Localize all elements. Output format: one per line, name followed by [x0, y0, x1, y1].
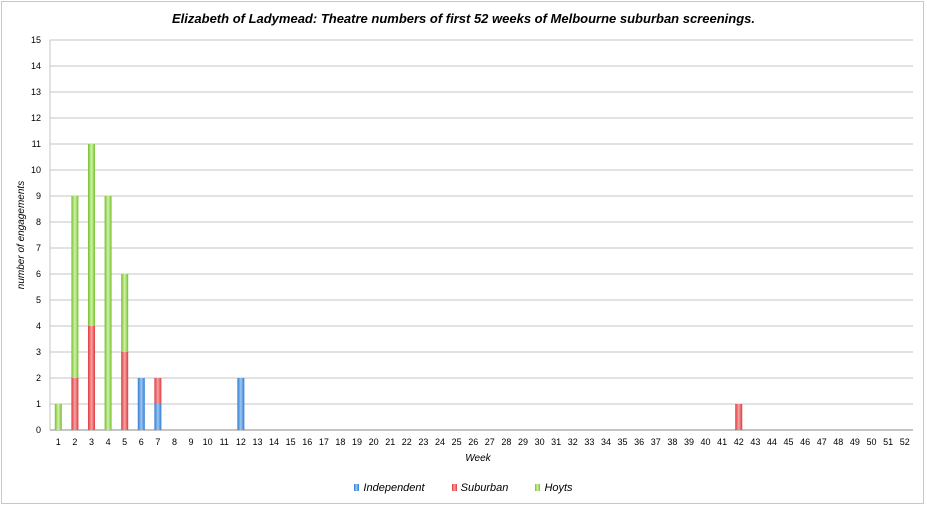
- x-tick-label: 38: [667, 437, 677, 447]
- x-tick-label: 31: [551, 437, 561, 447]
- x-tick-label: 25: [452, 437, 462, 447]
- y-tick-label: 5: [36, 295, 41, 305]
- x-tick-label: 27: [485, 437, 495, 447]
- x-tick-label: 40: [701, 437, 711, 447]
- x-tick-label: 44: [767, 437, 777, 447]
- x-tick-label: 6: [139, 437, 144, 447]
- legend-swatch-hoyts: [535, 484, 541, 491]
- y-tick-label: 6: [36, 269, 41, 279]
- x-tick-label: 13: [252, 437, 262, 447]
- x-tick-label: 52: [900, 437, 910, 447]
- y-tick-label: 14: [31, 61, 41, 71]
- y-tick-label: 4: [36, 321, 41, 331]
- x-tick-label: 15: [286, 437, 296, 447]
- bar-suburban-week-3: [87, 326, 95, 430]
- bar-suburban-week-5: [121, 352, 129, 430]
- legend-item-hoyts: Hoyts: [535, 482, 573, 494]
- bar-hoyts-week-5: [121, 274, 129, 352]
- bar-hoyts-week-2: [71, 196, 79, 378]
- bar-suburban-week-7: [154, 378, 162, 404]
- x-tick-label: 29: [518, 437, 528, 447]
- x-tick-label: 49: [850, 437, 860, 447]
- x-tick-label: 2: [72, 437, 77, 447]
- x-tick-label: 34: [601, 437, 611, 447]
- x-tick-label: 14: [269, 437, 279, 447]
- chart-title: Elizabeth of Ladymead: Theatre numbers o…: [172, 11, 755, 26]
- y-tick-label: 7: [36, 243, 41, 253]
- x-tick-labels: 1 2 3 4 5 6 7 8 9 10 11 12 13 14 15 16 17 18 19 20 21 22 23 24 2…: [56, 437, 910, 447]
- y-tick-label: 11: [32, 139, 41, 149]
- legend-item-suburban: Suburban: [451, 482, 509, 494]
- bar-hoyts-week-3: [87, 144, 95, 326]
- x-tick-label: 26: [468, 437, 478, 447]
- x-tick-label: 16: [302, 437, 312, 447]
- x-tick-label: 36: [634, 437, 644, 447]
- bar-suburban-week-42: [735, 404, 743, 430]
- x-tick-label: 4: [106, 437, 111, 447]
- bar-independent-week-6: [137, 378, 145, 430]
- bar-independent-week-7: [154, 404, 162, 430]
- bar-suburban-week-2: [71, 378, 79, 430]
- x-tick-label: 1: [56, 437, 61, 447]
- legend-label-independent: Independent: [363, 482, 425, 494]
- x-tick-label: 22: [402, 437, 412, 447]
- y-tick-label: 2: [36, 373, 41, 383]
- x-axis-label: Week: [465, 453, 491, 464]
- x-tick-label: 47: [817, 437, 827, 447]
- bars: [54, 144, 743, 430]
- x-tick-label: 5: [122, 437, 127, 447]
- x-tick-label: 51: [883, 437, 893, 447]
- y-tick-label: 9: [36, 191, 41, 201]
- legend: Independent Suburban Hoyts: [0, 482, 927, 494]
- x-tick-label: 48: [833, 437, 843, 447]
- y-tick-label: 1: [36, 399, 41, 409]
- bar-hoyts-week-4: [104, 196, 112, 430]
- x-tick-label: 9: [189, 437, 194, 447]
- x-tick-label: 43: [750, 437, 760, 447]
- x-tick-label: 30: [535, 437, 545, 447]
- y-axis-label: number of engagements: [16, 181, 27, 289]
- x-tick-label: 41: [717, 437, 727, 447]
- x-tick-label: 24: [435, 437, 445, 447]
- x-tick-label: 19: [352, 437, 362, 447]
- x-tick-label: 32: [568, 437, 578, 447]
- y-tick-label: 12: [31, 113, 41, 123]
- x-tick-label: 12: [236, 437, 246, 447]
- legend-swatch-independent: [354, 484, 360, 491]
- x-tick-label: 50: [867, 437, 877, 447]
- x-tick-label: 8: [172, 437, 177, 447]
- x-tick-label: 17: [319, 437, 329, 447]
- x-tick-label: 39: [684, 437, 694, 447]
- y-tick-label: 10: [31, 165, 41, 175]
- y-tick-label: 0: [36, 425, 41, 435]
- y-tick-label: 15: [31, 35, 41, 45]
- x-tick-label: 33: [584, 437, 594, 447]
- x-tick-label: 35: [618, 437, 628, 447]
- legend-label-hoyts: Hoyts: [544, 482, 573, 494]
- y-tick-label: 8: [36, 217, 41, 227]
- x-tick-label: 45: [784, 437, 794, 447]
- x-tick-label: 20: [369, 437, 379, 447]
- x-tick-label: 28: [501, 437, 511, 447]
- x-tick-label: 46: [800, 437, 810, 447]
- x-tick-label: 23: [418, 437, 428, 447]
- gridlines: [49, 39, 913, 431]
- bar-hoyts-week-1: [54, 404, 62, 430]
- y-tick-label: 13: [31, 87, 41, 97]
- x-tick-label: 42: [734, 437, 744, 447]
- legend-label-suburban: Suburban: [460, 482, 509, 494]
- x-tick-label: 10: [203, 437, 213, 447]
- y-tick-label: 3: [36, 347, 41, 357]
- x-tick-label: 37: [651, 437, 661, 447]
- x-tick-label: 21: [385, 437, 395, 447]
- legend-item-independent: Independent: [354, 482, 425, 494]
- x-tick-label: 3: [89, 437, 94, 447]
- bar-independent-week-12: [237, 378, 245, 430]
- legend-swatch-suburban: [451, 484, 457, 491]
- x-tick-label: 18: [335, 437, 345, 447]
- x-tick-label: 7: [155, 437, 160, 447]
- x-tick-label: 11: [220, 437, 229, 447]
